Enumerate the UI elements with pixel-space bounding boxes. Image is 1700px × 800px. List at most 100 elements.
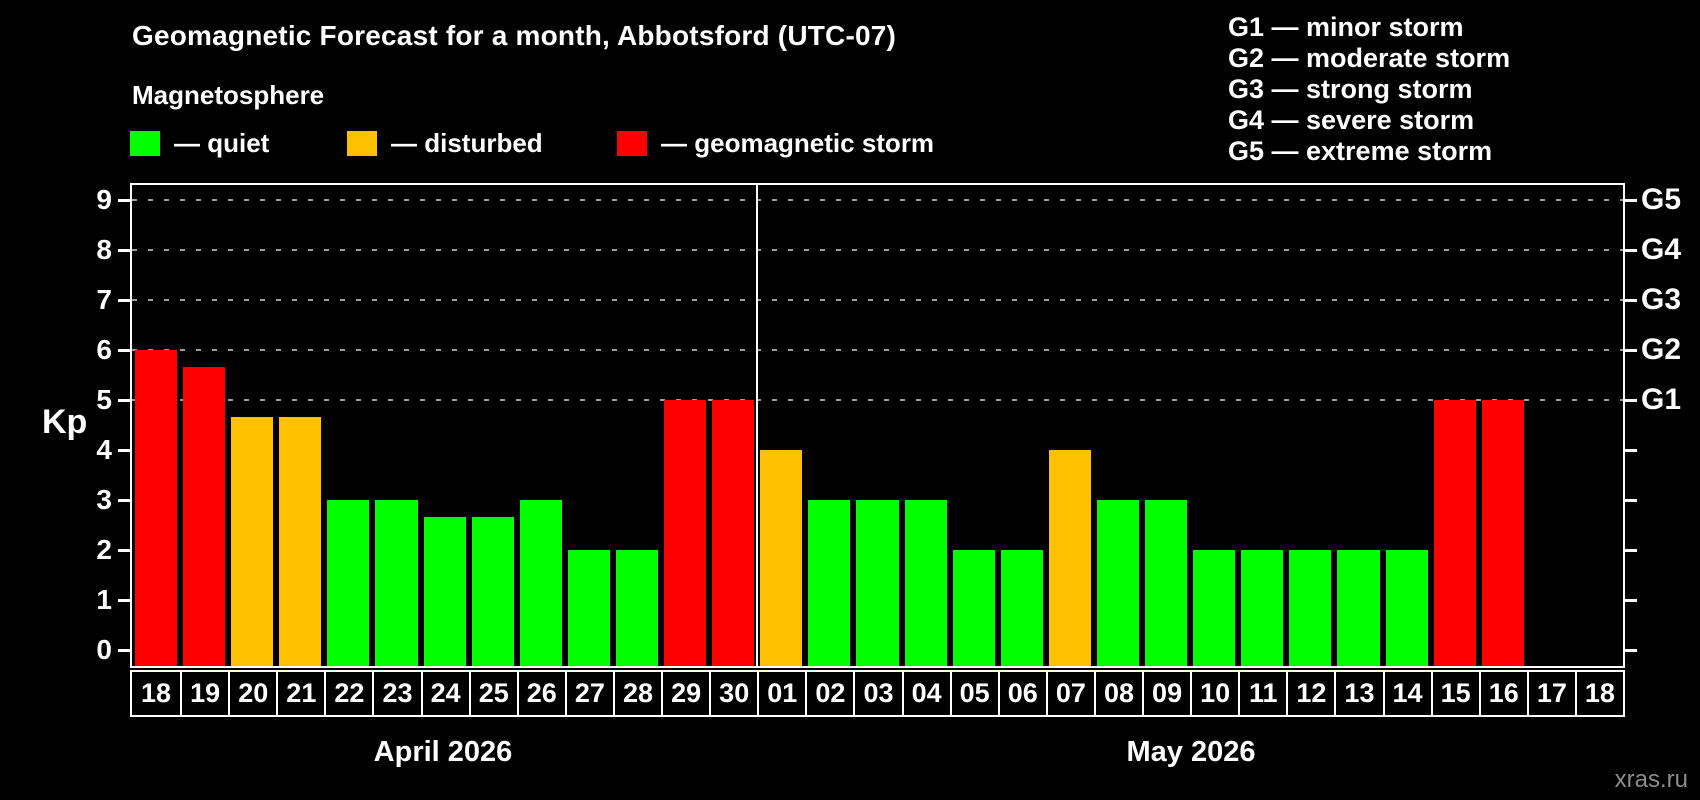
- y-tick-label: 3: [96, 484, 112, 515]
- day-label: 23: [372, 672, 420, 715]
- chart-title: Geomagnetic Forecast for a month, Abbots…: [132, 20, 897, 51]
- day-label: 24: [420, 672, 469, 715]
- kp-bar-07: [1048, 450, 1091, 666]
- gridline-kp5: [132, 399, 1623, 401]
- kp-bar-24: [423, 516, 466, 666]
- right-axis-tick: [1625, 599, 1637, 602]
- day-label: 28: [612, 672, 661, 715]
- gridline-kp9: [132, 199, 1623, 201]
- g2-legend-line: G2 — moderate storm: [1228, 43, 1511, 73]
- day-label: 19: [180, 672, 228, 715]
- kp-bar-13: [1337, 550, 1380, 666]
- left-axis-tick: [118, 549, 130, 552]
- storm-color-swatch: [617, 131, 647, 156]
- gridline-kp8: [132, 249, 1623, 251]
- y-tick-label: 8: [96, 234, 112, 265]
- g4-legend-line: G4 — severe storm: [1228, 105, 1475, 135]
- kp-bar-05: [952, 550, 995, 666]
- left-axis-tick: [118, 599, 130, 602]
- day-label: 27: [564, 672, 613, 715]
- day-label: 21: [276, 672, 324, 715]
- legend-label-disturbed: — disturbed: [391, 128, 543, 158]
- kp-bar-08: [1096, 500, 1140, 666]
- gridline-kp7: [132, 299, 1623, 301]
- y-tick-label: 0: [96, 634, 112, 665]
- day-label: 15: [1430, 672, 1479, 715]
- day-label: 18: [1574, 672, 1623, 715]
- day-label: 22: [324, 672, 372, 715]
- day-label: 13: [1334, 672, 1382, 715]
- kp-bar-29: [664, 400, 707, 666]
- right-axis-tick: [1625, 649, 1637, 652]
- right-axis-tick: [1625, 549, 1637, 552]
- day-label: 07: [1045, 672, 1094, 715]
- kp-bar-30: [712, 400, 755, 666]
- quiet-color-swatch: [130, 131, 160, 156]
- g-scale-label: G3: [1641, 283, 1682, 316]
- day-label: 08: [1093, 672, 1142, 715]
- left-axis-tick: [118, 649, 130, 652]
- right-axis-tick: [1625, 449, 1637, 452]
- g5-legend-line: G5 — extreme storm: [1228, 136, 1493, 166]
- left-axis-tick: [118, 499, 130, 502]
- kp-bar-18: [135, 350, 178, 666]
- kp-bar-21: [279, 416, 322, 666]
- day-label: 01: [757, 672, 805, 715]
- day-label: 25: [468, 672, 517, 715]
- day-label: 16: [1478, 672, 1527, 715]
- chart-subtitle: Magnetosphere: [132, 80, 325, 110]
- day-label: 14: [1382, 672, 1431, 715]
- legend-label-storm: — geomagnetic storm: [661, 128, 935, 158]
- watermark: xras.ru: [1614, 766, 1688, 793]
- legend-label-quiet: — quiet: [174, 128, 270, 158]
- g3-legend-line: G3 — strong storm: [1228, 74, 1473, 104]
- g-scale-label: G4: [1641, 233, 1682, 266]
- g-scale-label: G5: [1641, 183, 1682, 216]
- kp-bar-14: [1385, 550, 1428, 666]
- kp-bar-19: [183, 366, 226, 666]
- kp-bar-15: [1433, 400, 1476, 666]
- day-label: 02: [805, 672, 853, 715]
- right-axis-tick: [1625, 199, 1637, 202]
- storm-scale-legend: G1 — minor storm G2 — moderate storm G3 …: [1228, 12, 1510, 167]
- kp-bar-02: [808, 500, 851, 666]
- day-label: 04: [901, 672, 950, 715]
- y-tick-label: 6: [96, 334, 112, 365]
- right-axis-tick: [1625, 349, 1637, 352]
- kp-bar-11: [1241, 550, 1284, 666]
- g-scale-label: G2: [1641, 333, 1682, 366]
- y-tick-label: 4: [96, 434, 112, 465]
- day-label: 18: [141, 678, 172, 708]
- left-axis-tick: [118, 299, 130, 302]
- kp-bar-25: [471, 516, 514, 666]
- y-axis-title: Kp: [42, 403, 88, 441]
- day-label: 11: [1238, 672, 1286, 715]
- kp-bar-20: [231, 416, 274, 666]
- kp-bar-12: [1289, 550, 1332, 666]
- day-label: 05: [949, 672, 998, 715]
- kp-bar-23: [375, 500, 418, 666]
- left-axis-tick: [118, 399, 130, 402]
- y-tick-label: 9: [96, 184, 112, 215]
- g-scale-label: G1: [1641, 383, 1682, 416]
- day-label: 29: [661, 672, 709, 715]
- legend-item-disturbed: — disturbed: [347, 128, 543, 159]
- kp-bar-16: [1481, 400, 1524, 666]
- kp-bar-01: [760, 450, 803, 666]
- day-axis: 18 19 20 21 22 23 24 25 26 27 28 29 30 01 02 03 04 05 06 07…: [130, 670, 1625, 717]
- day-label: 20: [228, 672, 276, 715]
- kp-bar-28: [615, 550, 659, 666]
- kp-bar-03: [856, 500, 899, 666]
- legend-item-storm: — geomagnetic storm: [617, 128, 934, 159]
- right-axis-tick: [1625, 249, 1637, 252]
- kp-bar-06: [1000, 550, 1043, 666]
- day-label: 10: [1190, 672, 1238, 715]
- left-axis-tick: [118, 249, 130, 252]
- day-label: 09: [1142, 672, 1190, 715]
- day-label: 12: [1286, 672, 1334, 715]
- legend-item-quiet: — quiet: [130, 128, 269, 159]
- kp-bar-10: [1193, 550, 1236, 666]
- left-axis-tick: [118, 199, 130, 202]
- kp-bar-04: [904, 500, 947, 666]
- day-label: 06: [997, 672, 1046, 715]
